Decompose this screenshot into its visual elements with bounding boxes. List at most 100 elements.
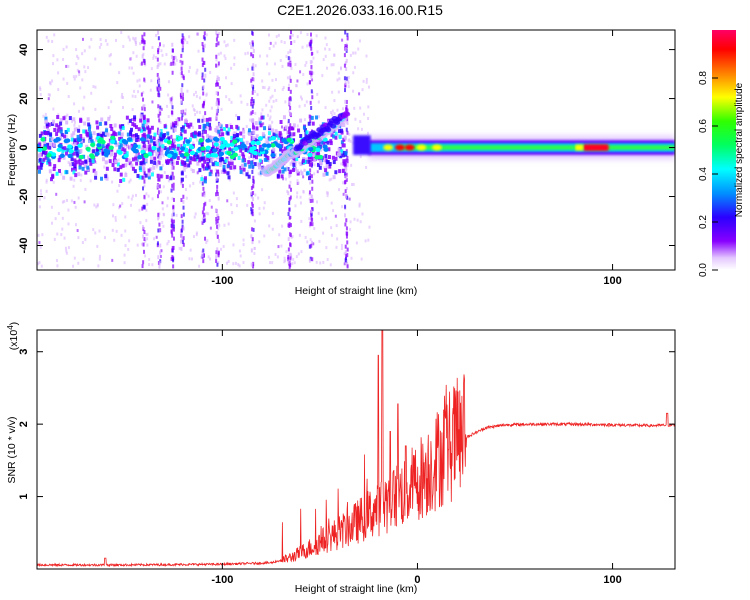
streak-dot	[182, 194, 185, 199]
speck	[244, 52, 247, 56]
speck	[93, 203, 96, 207]
streak-dot	[215, 37, 218, 42]
streak-dot	[346, 195, 349, 200]
band-cell	[96, 149, 100, 154]
streak-dot	[158, 264, 161, 269]
speck	[235, 204, 238, 208]
speck	[118, 71, 121, 75]
speck	[167, 179, 170, 183]
streak-dot	[287, 260, 290, 265]
band-cell	[186, 142, 190, 147]
speck	[274, 253, 277, 257]
speck	[258, 54, 261, 58]
speck	[234, 150, 237, 154]
streak-dot	[287, 101, 290, 106]
steady-tone	[353, 135, 675, 160]
streak-dot	[287, 62, 290, 67]
speck	[233, 56, 236, 60]
band-cell	[80, 139, 84, 144]
streak-dot	[251, 77, 254, 82]
streak-dot	[216, 178, 219, 183]
streak-dot	[343, 143, 346, 148]
band-cell	[158, 151, 162, 156]
band-cell	[178, 150, 182, 155]
streak-dot	[310, 209, 313, 214]
streak-dot	[201, 133, 204, 138]
streak-dot	[346, 121, 349, 126]
streak-dot	[252, 99, 255, 104]
band-cell	[321, 140, 325, 145]
streak-dot	[290, 41, 293, 46]
band-cell	[143, 137, 147, 142]
band-cell	[261, 132, 265, 137]
speck	[331, 113, 334, 117]
streak-dot	[288, 174, 291, 179]
streak-dot	[309, 100, 312, 105]
band-cell	[276, 173, 280, 178]
band-cell	[45, 145, 49, 150]
band-blob	[57, 143, 63, 149]
streak-dot	[309, 42, 312, 47]
speck	[47, 93, 50, 97]
speck	[330, 201, 333, 205]
speck	[78, 73, 81, 77]
speck	[316, 92, 319, 96]
band-cell	[76, 134, 80, 139]
streak-dot	[202, 100, 205, 105]
speck	[366, 131, 369, 135]
band-cell	[56, 128, 60, 133]
spectrogram-image	[37, 30, 675, 269]
streak-dot	[158, 109, 161, 114]
band-cell	[148, 127, 152, 132]
streak-dot	[170, 97, 173, 102]
streak-dot	[203, 202, 206, 207]
snr-line	[37, 330, 675, 568]
streak-dot	[346, 162, 349, 167]
speck	[65, 134, 68, 138]
speck	[294, 63, 297, 67]
band-cell	[181, 125, 185, 130]
speck	[217, 52, 220, 56]
streak-dot	[203, 118, 206, 123]
colorbar-tick-label: 0.0	[698, 263, 709, 277]
speck	[79, 178, 82, 182]
speck	[160, 249, 163, 253]
band-cell	[47, 122, 51, 127]
speck	[188, 66, 191, 70]
band-cell	[156, 147, 160, 152]
band-blob	[53, 138, 59, 143]
speck	[290, 235, 293, 239]
band-cell	[63, 134, 67, 139]
band-cell	[183, 162, 187, 167]
band-cell	[342, 137, 346, 142]
streak-dot	[182, 236, 185, 241]
band-cell	[159, 174, 163, 179]
speck	[178, 134, 181, 138]
speck	[249, 118, 252, 122]
speck	[266, 62, 269, 66]
band-cell	[169, 176, 173, 181]
figure-title: C2E1.2026.033.16.00.R15	[277, 2, 443, 18]
band-cell	[228, 161, 232, 166]
streak-dot	[203, 193, 206, 198]
band-blob	[222, 139, 228, 145]
band-blob	[322, 144, 328, 149]
tone-hotspot	[416, 144, 427, 151]
band-cell	[65, 170, 69, 175]
band-cell	[155, 162, 159, 167]
streak-dot	[345, 226, 348, 231]
band-cell	[161, 144, 165, 149]
speck	[330, 226, 333, 230]
streak-dot	[172, 59, 175, 64]
band-cell	[173, 149, 177, 154]
streak-dot	[182, 96, 185, 101]
band-cell	[121, 125, 125, 130]
speck	[51, 157, 54, 161]
streak-dot	[171, 233, 174, 238]
speck	[230, 66, 233, 70]
band-cell	[135, 161, 139, 166]
streak-dot	[287, 212, 290, 217]
speck	[98, 257, 101, 261]
streak-dot	[142, 225, 145, 230]
